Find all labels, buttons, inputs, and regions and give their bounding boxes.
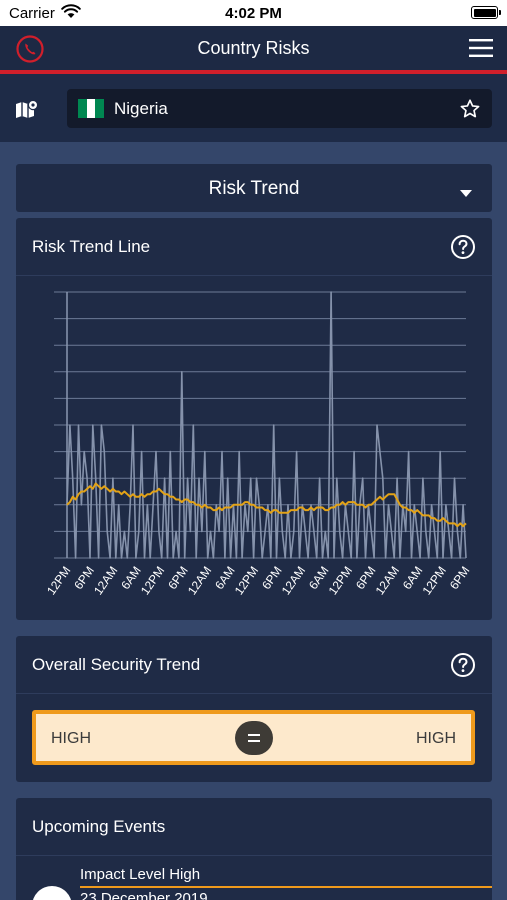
risk-trend-card: Risk Trend Line 12PM 6PM 12AM 6AM 12PM 6PM 12A… [16,218,492,620]
current-level-label: HIGH [416,730,456,747]
country-selector[interactable]: Nigeria [67,89,492,128]
nav-bar: Country Risks [0,26,507,70]
x-tick-label: 12PM [326,564,355,598]
upcoming-events-card: Upcoming Events Impact Level High 23 Dec… [16,798,492,900]
event-date: 23 December 2019 [80,890,208,900]
country-row: Nigeria [0,74,507,142]
x-tick-label: 12AM [373,564,402,598]
x-tick-label: 12PM [420,564,449,598]
card-divider [16,275,492,276]
upcoming-events-title: Upcoming Events [32,817,166,836]
page-title: Country Risks [197,38,310,58]
map-icon[interactable] [15,99,39,124]
menu-icon[interactable] [469,38,493,63]
x-tick-label: 12PM [44,564,73,598]
help-icon[interactable] [450,234,476,265]
status-bar: Carrier 4:02 PM [0,0,507,26]
accent-divider [0,70,507,74]
previous-level-label: HIGH [51,730,91,747]
event-impact-line [80,886,492,888]
phone-icon[interactable] [15,34,45,69]
battery-icon [471,6,501,19]
event-icon [32,886,72,900]
security-trend-bar: HIGH HIGH [32,710,475,765]
x-tick-label: 12AM [91,564,120,598]
help-icon[interactable] [450,652,476,683]
x-tick-label: 12AM [185,564,214,598]
security-trend-card: Overall Security Trend HIGH HIGH [16,636,492,782]
x-tick-label: 12PM [138,564,167,598]
x-tick-label: 6PM [447,564,473,592]
card-divider [16,855,492,856]
country-name: Nigeria [114,99,168,118]
favorite-star-icon[interactable] [459,98,481,125]
x-tick-label: 12PM [232,564,261,598]
security-trend-title: Overall Security Trend [32,655,201,674]
risk-series-line [66,291,467,559]
carrier-label: Carrier [9,5,55,22]
card-divider [16,693,492,694]
risk-trend-title: Risk Trend Line [32,237,151,256]
event-impact-label[interactable]: Impact Level High [80,866,201,883]
x-tick-label: 12AM [279,564,308,598]
risk-trend-chart: 12PM6PM12AM6AM12PM6PM12AM6AM12PM6PM12AM6… [44,291,473,598]
view-dropdown-label: Risk Trend [208,178,300,199]
caret-down-icon [460,185,472,203]
clock: 4:02 PM [225,5,282,22]
nigeria-flag-icon [78,99,105,118]
risk-average-line [66,482,467,528]
equal-icon [235,721,273,755]
wifi-icon [61,4,81,23]
view-dropdown[interactable]: Risk Trend [16,164,492,212]
